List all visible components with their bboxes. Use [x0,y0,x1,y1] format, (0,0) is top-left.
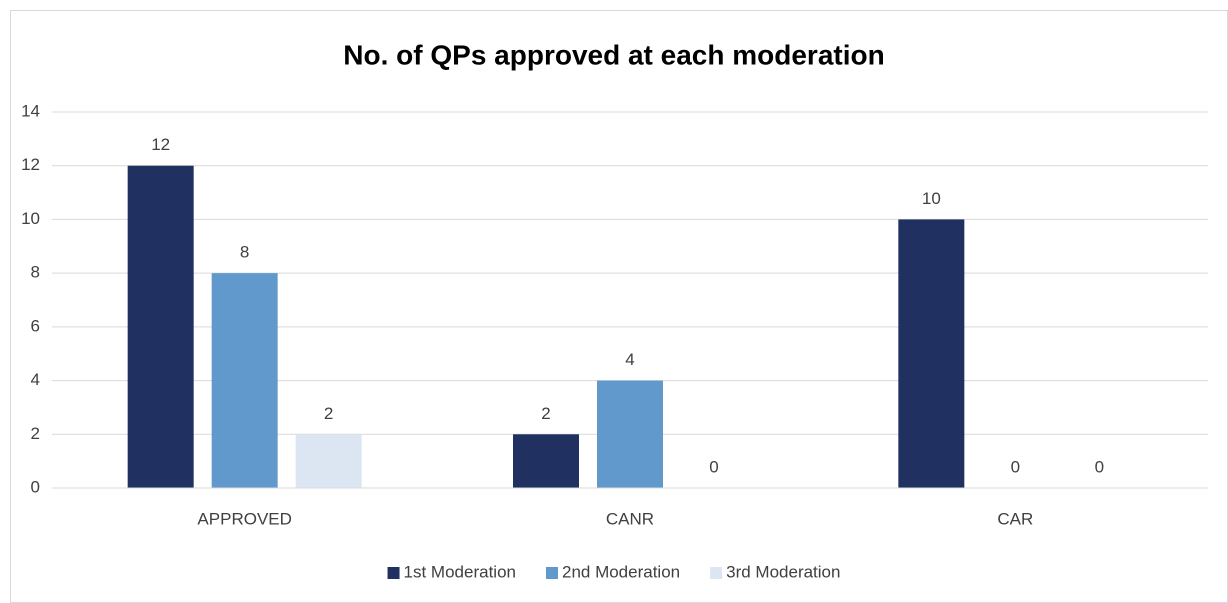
data-label: 2 [324,404,333,423]
legend-label: 3rd Moderation [726,562,840,581]
legend-label: 2nd Moderation [562,562,680,581]
data-label: 2 [541,404,550,423]
data-label: 12 [151,135,170,154]
legend-swatch [710,567,723,579]
y-tick-label: 10 [21,209,40,228]
data-label: 0 [1095,457,1104,476]
bar [127,165,194,488]
y-tick-label: 2 [31,424,40,443]
x-tick-label: CANR [606,509,654,528]
legend-label: 1st Moderation [404,562,516,581]
legend-swatch [545,567,558,579]
bar [513,434,579,488]
data-label: 0 [1011,457,1020,476]
data-label: 4 [625,350,634,369]
x-tick-label: APPROVED [197,509,291,528]
legend-swatch [387,567,400,579]
y-tick-label: 12 [21,155,40,174]
bar [211,273,278,488]
data-label: 10 [922,189,941,208]
bar [295,434,362,488]
bar [597,380,663,488]
chart-title: No. of QPs approved at each moderation [343,39,884,70]
data-label: 0 [709,457,718,476]
y-tick-label: 4 [31,370,40,389]
x-tick-label: CAR [997,509,1033,528]
bar [898,219,965,488]
y-tick-label: 6 [31,316,40,335]
data-label: 8 [240,243,249,262]
y-tick-label: 14 [21,101,40,120]
y-tick-label: 0 [31,477,40,496]
y-tick-label: 8 [31,263,40,282]
